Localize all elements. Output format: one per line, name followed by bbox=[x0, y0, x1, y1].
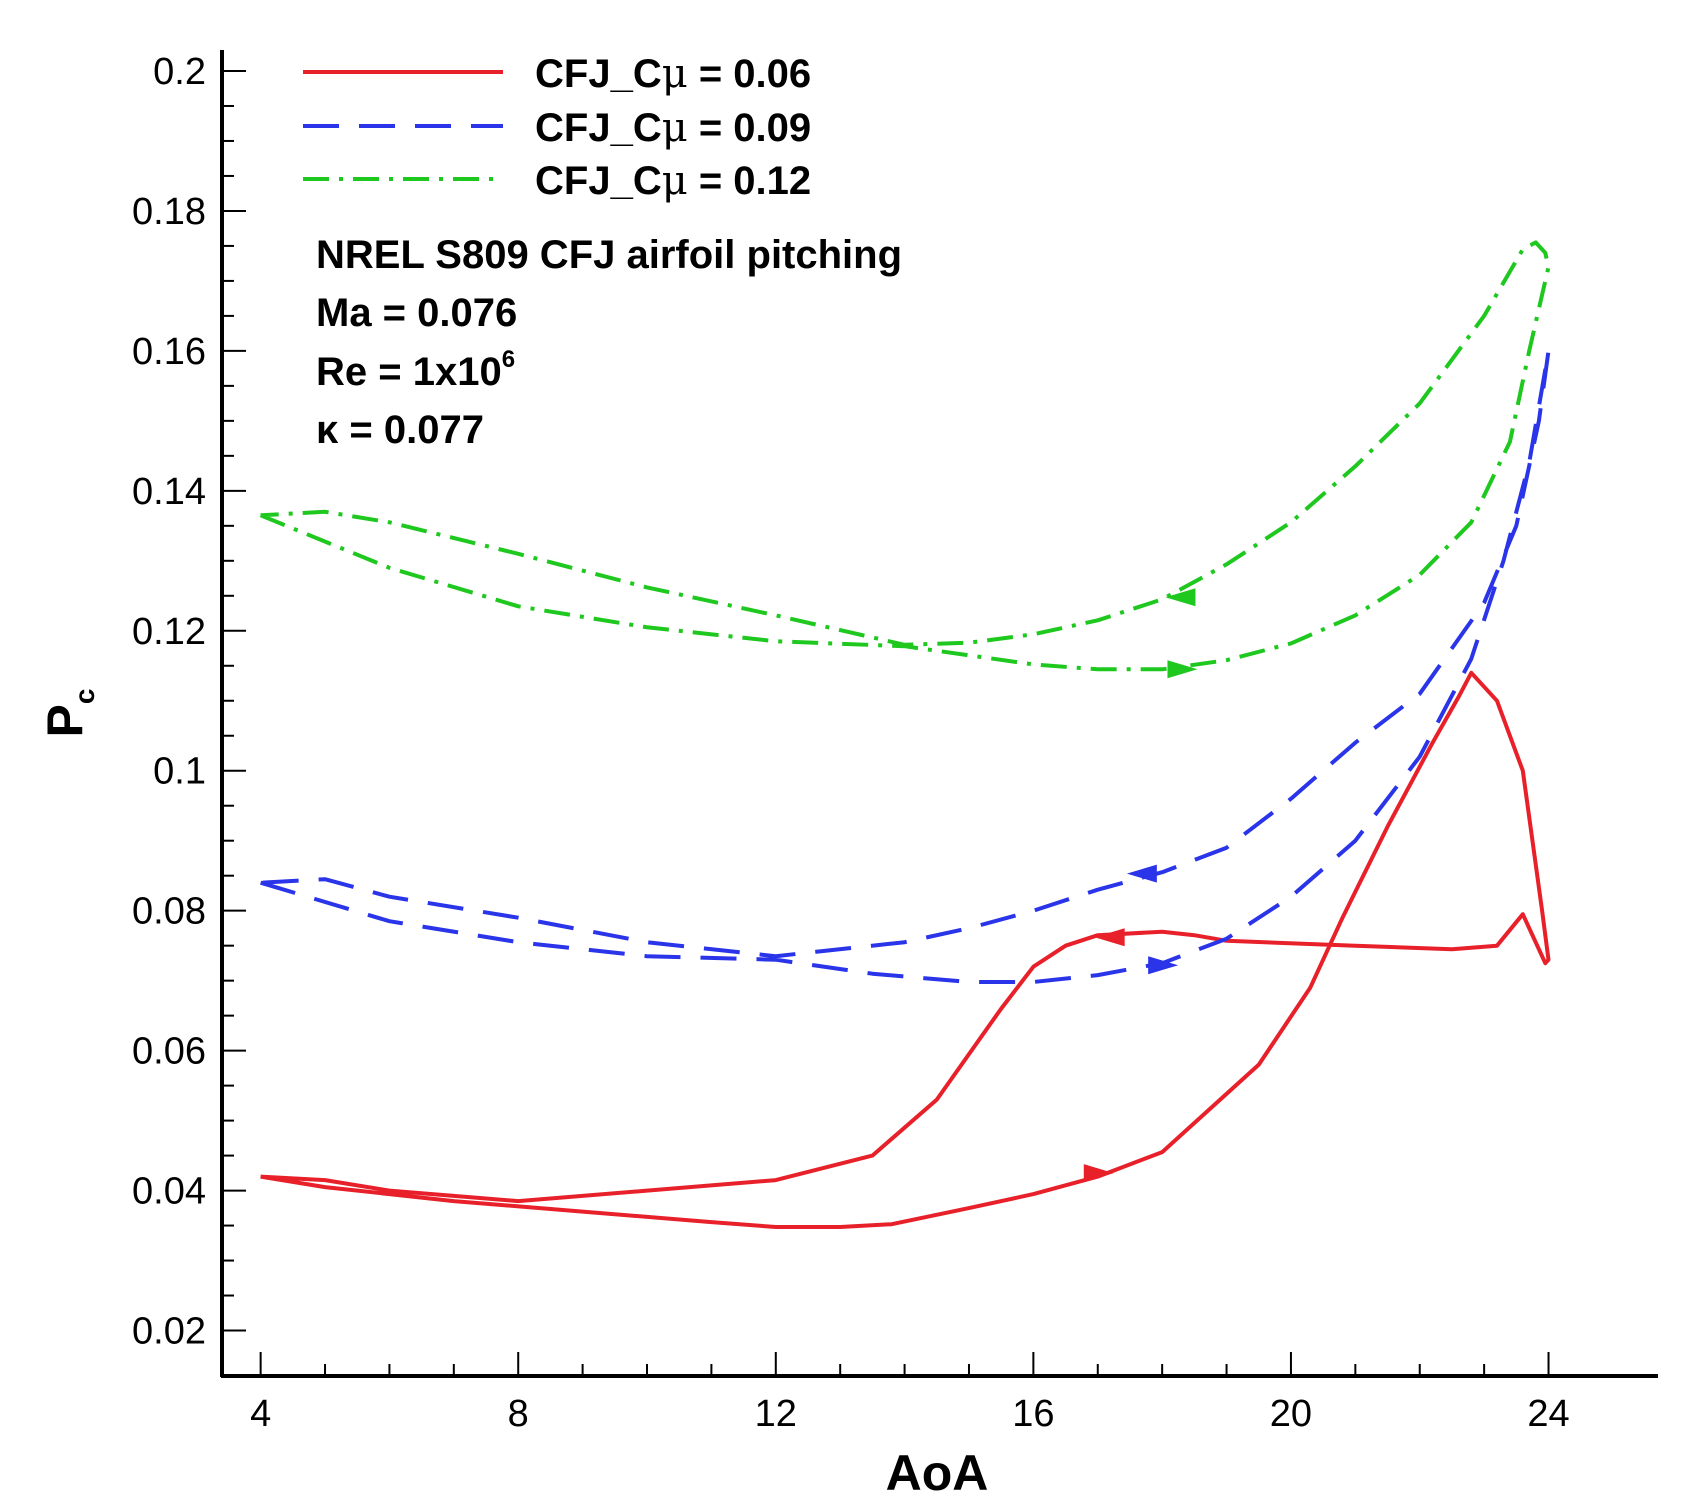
y-tick-label: 0.16 bbox=[132, 331, 206, 373]
legend-label-prefix: CFJ_C bbox=[535, 159, 662, 203]
direction-arrow bbox=[1094, 928, 1125, 947]
series-group-0 bbox=[260, 670, 1551, 1229]
x-tick-label: 4 bbox=[250, 1393, 271, 1435]
y-tick-label: 0.08 bbox=[132, 891, 206, 933]
legend-label-prefix: CFJ_C bbox=[535, 106, 662, 150]
legend-label-value: = 0.09 bbox=[688, 106, 811, 150]
y-tick-label: 0.04 bbox=[132, 1171, 206, 1213]
x-axis-label: AoA bbox=[886, 1445, 989, 1501]
x-axis-ticks: 4 8 12 16 20 24 bbox=[250, 1352, 1570, 1435]
legend-label-symbol: μ bbox=[662, 51, 688, 97]
series-line bbox=[260, 348, 1551, 984]
direction-arrow bbox=[1148, 956, 1179, 975]
legend-label: CFJ_Cμ = 0.09 bbox=[535, 105, 811, 151]
x-tick-label: 20 bbox=[1270, 1393, 1312, 1435]
annotation-reynolds-base: Re = 1x10 bbox=[316, 350, 502, 394]
y-axis-label-main: P bbox=[37, 704, 93, 737]
y-axis-ticks: 0.02 0.04 0.06 0.08 0.1 0.12 0.14 0.16 0.18 0.2 bbox=[132, 51, 246, 1353]
series-layer bbox=[259, 240, 1551, 1229]
y-tick-label: 0.2 bbox=[153, 51, 206, 93]
y-tick-label: 0.12 bbox=[132, 611, 206, 653]
y-axis-label: Pc bbox=[37, 689, 100, 738]
legend-label: CFJ_Cμ = 0.12 bbox=[535, 158, 811, 204]
annotation-block: NREL S809 CFJ airfoil pitching Ma = 0.07… bbox=[316, 233, 902, 452]
svg-text:Pc: Pc bbox=[37, 689, 100, 738]
annotation-reynolds: Re = 1x106 bbox=[316, 346, 515, 394]
x-tick-label: 16 bbox=[1012, 1393, 1054, 1435]
legend-label-symbol: μ bbox=[662, 158, 688, 204]
legend-label: CFJ_Cμ = 0.06 bbox=[535, 51, 811, 97]
legend-label-value: = 0.06 bbox=[688, 52, 811, 96]
direction-arrow bbox=[1165, 588, 1196, 607]
y-tick-label: 0.1 bbox=[153, 751, 206, 793]
x-tick-label: 12 bbox=[755, 1393, 797, 1435]
series-line bbox=[260, 670, 1551, 1229]
legend-label-symbol: μ bbox=[662, 105, 688, 151]
direction-arrow bbox=[1083, 1164, 1114, 1183]
y-tick-label: 0.18 bbox=[132, 191, 206, 233]
y-tick-label: 0.02 bbox=[132, 1311, 206, 1353]
annotation-mach: Ma = 0.076 bbox=[316, 291, 517, 335]
annotation-kappa: κ = 0.077 bbox=[316, 408, 484, 452]
direction-arrow bbox=[1167, 660, 1198, 679]
annotation-reynolds-exp: 6 bbox=[502, 346, 515, 373]
series-group-2 bbox=[259, 240, 1551, 679]
y-tick-label: 0.14 bbox=[132, 471, 206, 513]
y-axis-label-sub: c bbox=[69, 689, 100, 705]
legend-label-prefix: CFJ_C bbox=[535, 52, 662, 96]
series-line bbox=[259, 240, 1551, 672]
x-tick-label: 8 bbox=[508, 1393, 529, 1435]
direction-arrow bbox=[1126, 864, 1157, 883]
y-tick-label: 0.06 bbox=[132, 1031, 206, 1073]
annotation-title: NREL S809 CFJ airfoil pitching bbox=[316, 233, 902, 277]
legend-label-value: = 0.12 bbox=[688, 159, 811, 203]
series-group-1 bbox=[260, 348, 1551, 984]
x-tick-label: 24 bbox=[1527, 1393, 1569, 1435]
